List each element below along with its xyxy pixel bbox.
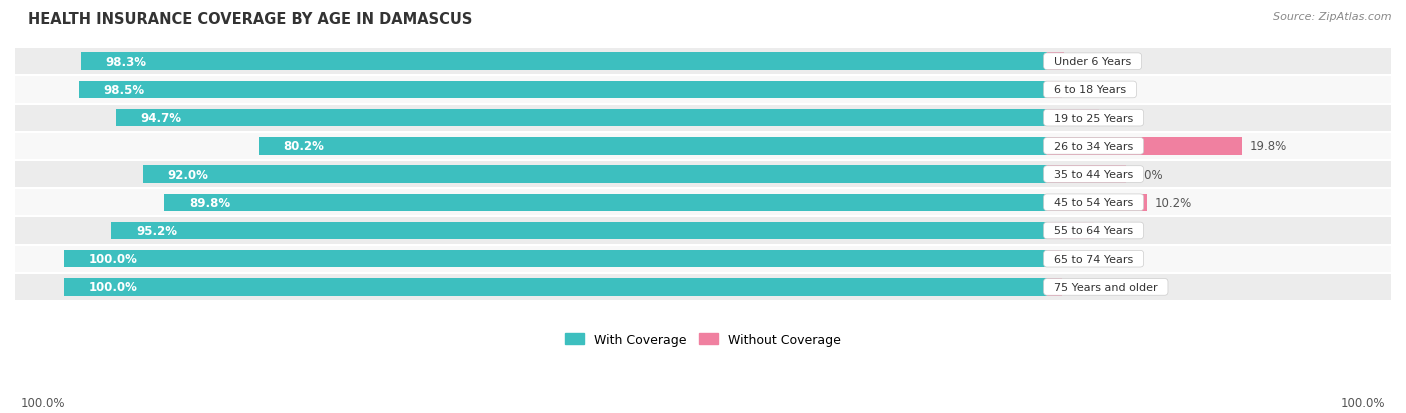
Bar [15, 217, 1391, 245]
Text: 100.0%: 100.0% [89, 253, 138, 266]
Bar [143, 166, 1047, 183]
Bar [15, 133, 1391, 161]
Text: 80.2%: 80.2% [284, 140, 325, 153]
Text: 65 to 74 Years: 65 to 74 Years [1047, 254, 1140, 264]
Bar [1047, 53, 1064, 71]
Text: 0.0%: 0.0% [1070, 281, 1099, 294]
Text: 94.7%: 94.7% [141, 112, 181, 125]
Bar [15, 48, 1391, 76]
Bar [82, 53, 1047, 71]
Bar [65, 278, 1047, 296]
Text: 8.0%: 8.0% [1133, 168, 1163, 181]
Text: 26 to 34 Years: 26 to 34 Years [1047, 142, 1140, 152]
Bar [1047, 194, 1147, 211]
Bar [117, 109, 1047, 127]
Text: 100.0%: 100.0% [1340, 396, 1385, 409]
Text: 19.8%: 19.8% [1250, 140, 1286, 153]
Bar [1047, 81, 1062, 99]
Text: 89.8%: 89.8% [188, 196, 231, 209]
Text: 100.0%: 100.0% [21, 396, 66, 409]
Bar [1047, 138, 1241, 155]
Bar [65, 250, 1047, 268]
Bar [15, 273, 1391, 301]
Text: 98.5%: 98.5% [104, 84, 145, 97]
Text: 1.5%: 1.5% [1070, 84, 1099, 97]
Legend: With Coverage, Without Coverage: With Coverage, Without Coverage [561, 328, 845, 351]
Text: 55 to 64 Years: 55 to 64 Years [1047, 226, 1140, 236]
Text: 95.2%: 95.2% [136, 224, 177, 237]
Text: 100.0%: 100.0% [89, 281, 138, 294]
Bar [1047, 166, 1126, 183]
Text: 6 to 18 Years: 6 to 18 Years [1047, 85, 1133, 95]
Text: 5.3%: 5.3% [1107, 112, 1136, 125]
Text: Under 6 Years: Under 6 Years [1047, 57, 1139, 67]
Bar [15, 104, 1391, 133]
Bar [15, 245, 1391, 273]
Text: 0.0%: 0.0% [1070, 253, 1099, 266]
Bar [165, 194, 1047, 211]
Text: 10.2%: 10.2% [1156, 196, 1192, 209]
Bar [1047, 278, 1062, 296]
Text: 75 Years and older: 75 Years and older [1047, 282, 1164, 292]
Bar [15, 161, 1391, 189]
Bar [15, 76, 1391, 104]
Bar [111, 222, 1047, 240]
Bar [1047, 222, 1094, 240]
Bar [1047, 250, 1062, 268]
Bar [15, 189, 1391, 217]
Bar [79, 81, 1047, 99]
Text: 45 to 54 Years: 45 to 54 Years [1047, 198, 1140, 208]
Text: 1.7%: 1.7% [1071, 56, 1101, 69]
Text: 92.0%: 92.0% [167, 168, 208, 181]
Bar [259, 138, 1047, 155]
Text: 98.3%: 98.3% [105, 56, 146, 69]
Bar [1047, 109, 1099, 127]
Text: 19 to 25 Years: 19 to 25 Years [1047, 113, 1140, 123]
Text: 35 to 44 Years: 35 to 44 Years [1047, 170, 1140, 180]
Text: HEALTH INSURANCE COVERAGE BY AGE IN DAMASCUS: HEALTH INSURANCE COVERAGE BY AGE IN DAMA… [28, 12, 472, 27]
Text: 4.8%: 4.8% [1102, 224, 1132, 237]
Text: Source: ZipAtlas.com: Source: ZipAtlas.com [1274, 12, 1392, 22]
